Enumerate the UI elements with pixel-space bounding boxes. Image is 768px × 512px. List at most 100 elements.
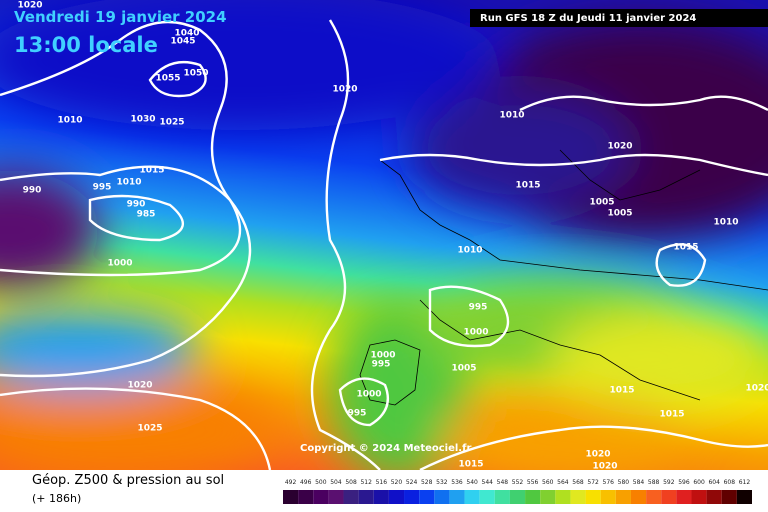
legend-value: 544 — [482, 479, 494, 486]
legend-value: 592 — [663, 479, 675, 486]
isobar-label: 1050 — [183, 69, 208, 79]
isobar-label: 1020 — [592, 462, 617, 472]
legend-value: 508 — [345, 479, 357, 486]
isobar-label: 1015 — [673, 243, 698, 253]
legend-value: 608 — [724, 479, 736, 486]
legend-value: 580 — [618, 479, 630, 486]
isobar-label: 1020 — [745, 384, 768, 394]
isobar-label: 990 — [23, 186, 42, 196]
legend-value: 572 — [587, 479, 599, 486]
legend-value: 528 — [421, 479, 433, 486]
legend-swatch — [600, 490, 616, 504]
legend-value: 584 — [633, 479, 645, 486]
legend-swatch — [328, 490, 344, 504]
legend-swatch — [570, 490, 586, 504]
isobar-label: 1000 — [463, 328, 488, 338]
isobar-label: 995 — [469, 303, 488, 313]
legend-swatch — [676, 490, 692, 504]
legend-value: 516 — [376, 479, 388, 486]
legend-value: 600 — [693, 479, 705, 486]
legend-swatch — [343, 490, 359, 504]
isobar-label: 1005 — [589, 198, 614, 208]
legend-value: 568 — [572, 479, 584, 486]
legend-value: 596 — [678, 479, 690, 486]
legend-value: 500 — [315, 479, 327, 486]
isobar-label: 1025 — [159, 118, 184, 128]
isobar-label: 1000 — [370, 351, 395, 361]
isobar-label: 1010 — [57, 116, 82, 126]
valid-time: 13:00 locale — [14, 33, 158, 57]
isobar-label: 1055 — [155, 74, 180, 84]
legend-swatch — [646, 490, 662, 504]
legend-swatch — [404, 490, 420, 504]
isobar-label: 985 — [137, 210, 156, 220]
isobar-label: 1015 — [659, 410, 684, 420]
valid-date: Vendredi 19 janvier 2024 — [14, 8, 227, 26]
legend-swatch — [509, 490, 526, 504]
legend-swatch — [434, 490, 450, 504]
legend-swatch — [464, 490, 480, 504]
isobar-label: 1045 — [170, 37, 195, 47]
isobar-label: 1010 — [499, 111, 524, 121]
legend-swatch — [661, 490, 677, 504]
isobar-label: 1000 — [107, 259, 132, 269]
isobar-label: 1020 — [332, 85, 357, 95]
legend-value: 540 — [466, 479, 478, 486]
isobar-label: 1020 — [607, 142, 632, 152]
isobar-label: 1030 — [130, 115, 155, 125]
footer-lead: (+ 186h) — [32, 492, 81, 505]
legend-swatch — [585, 490, 601, 504]
legend-swatch — [358, 490, 374, 504]
legend-swatch — [373, 490, 389, 504]
isobar-label: 995 — [372, 360, 391, 370]
isobar-label: 1010 — [457, 246, 482, 256]
legend-swatch — [525, 490, 541, 504]
legend-swatch — [494, 490, 510, 504]
legend-value: 604 — [708, 479, 720, 486]
legend-swatch — [736, 490, 752, 504]
copyright: Copyright © 2024 Meteociel.fr — [300, 443, 471, 454]
legend-swatch — [555, 490, 571, 504]
legend-value: 492 — [285, 479, 297, 486]
footer-title: Géop. Z500 & pression au sol — [32, 473, 224, 488]
legend-value: 612 — [739, 479, 751, 486]
legend-swatch — [298, 490, 314, 504]
legend-value: 556 — [527, 479, 539, 486]
legend-value: 560 — [542, 479, 554, 486]
legend-swatch — [706, 490, 722, 504]
legend-swatch — [721, 490, 737, 504]
isobar-label: 1020 — [17, 1, 42, 11]
legend-value: 552 — [512, 479, 524, 486]
legend-value: 548 — [497, 479, 509, 486]
isobar-label: 1020 — [585, 450, 610, 460]
isobar-label: 1015 — [609, 386, 634, 396]
legend-value: 564 — [557, 479, 569, 486]
legend-swatch — [419, 490, 435, 504]
legend-swatch — [388, 490, 405, 504]
legend-value: 512 — [360, 479, 372, 486]
legend-swatch — [449, 490, 465, 504]
isobar-label: 995 — [348, 409, 367, 419]
legend-value: 576 — [603, 479, 615, 486]
isobar-label: 1015 — [139, 166, 164, 176]
legend-swatch — [691, 490, 707, 504]
legend-value: 496 — [300, 479, 312, 486]
legend-swatch — [283, 490, 299, 504]
isobar-label: 1005 — [607, 209, 632, 219]
isobar-label: 1000 — [356, 390, 381, 400]
legend-value: 504 — [330, 479, 342, 486]
isobar-label: 1005 — [451, 364, 476, 374]
isobar-label: 1025 — [137, 424, 162, 434]
isobar-label: 1040 — [174, 29, 199, 39]
legend-swatch — [630, 490, 647, 504]
legend-swatch — [540, 490, 556, 504]
legend-swatch — [313, 490, 329, 504]
legend-value: 536 — [451, 479, 463, 486]
run-info: Run GFS 18 Z du Jeudi 11 janvier 2024 — [480, 13, 696, 24]
isobar-label: 1010 — [713, 218, 738, 228]
isobar-label: 995 — [93, 183, 112, 193]
legend-value: 588 — [648, 479, 660, 486]
legend-swatch — [479, 490, 495, 504]
legend-value: 532 — [436, 479, 448, 486]
